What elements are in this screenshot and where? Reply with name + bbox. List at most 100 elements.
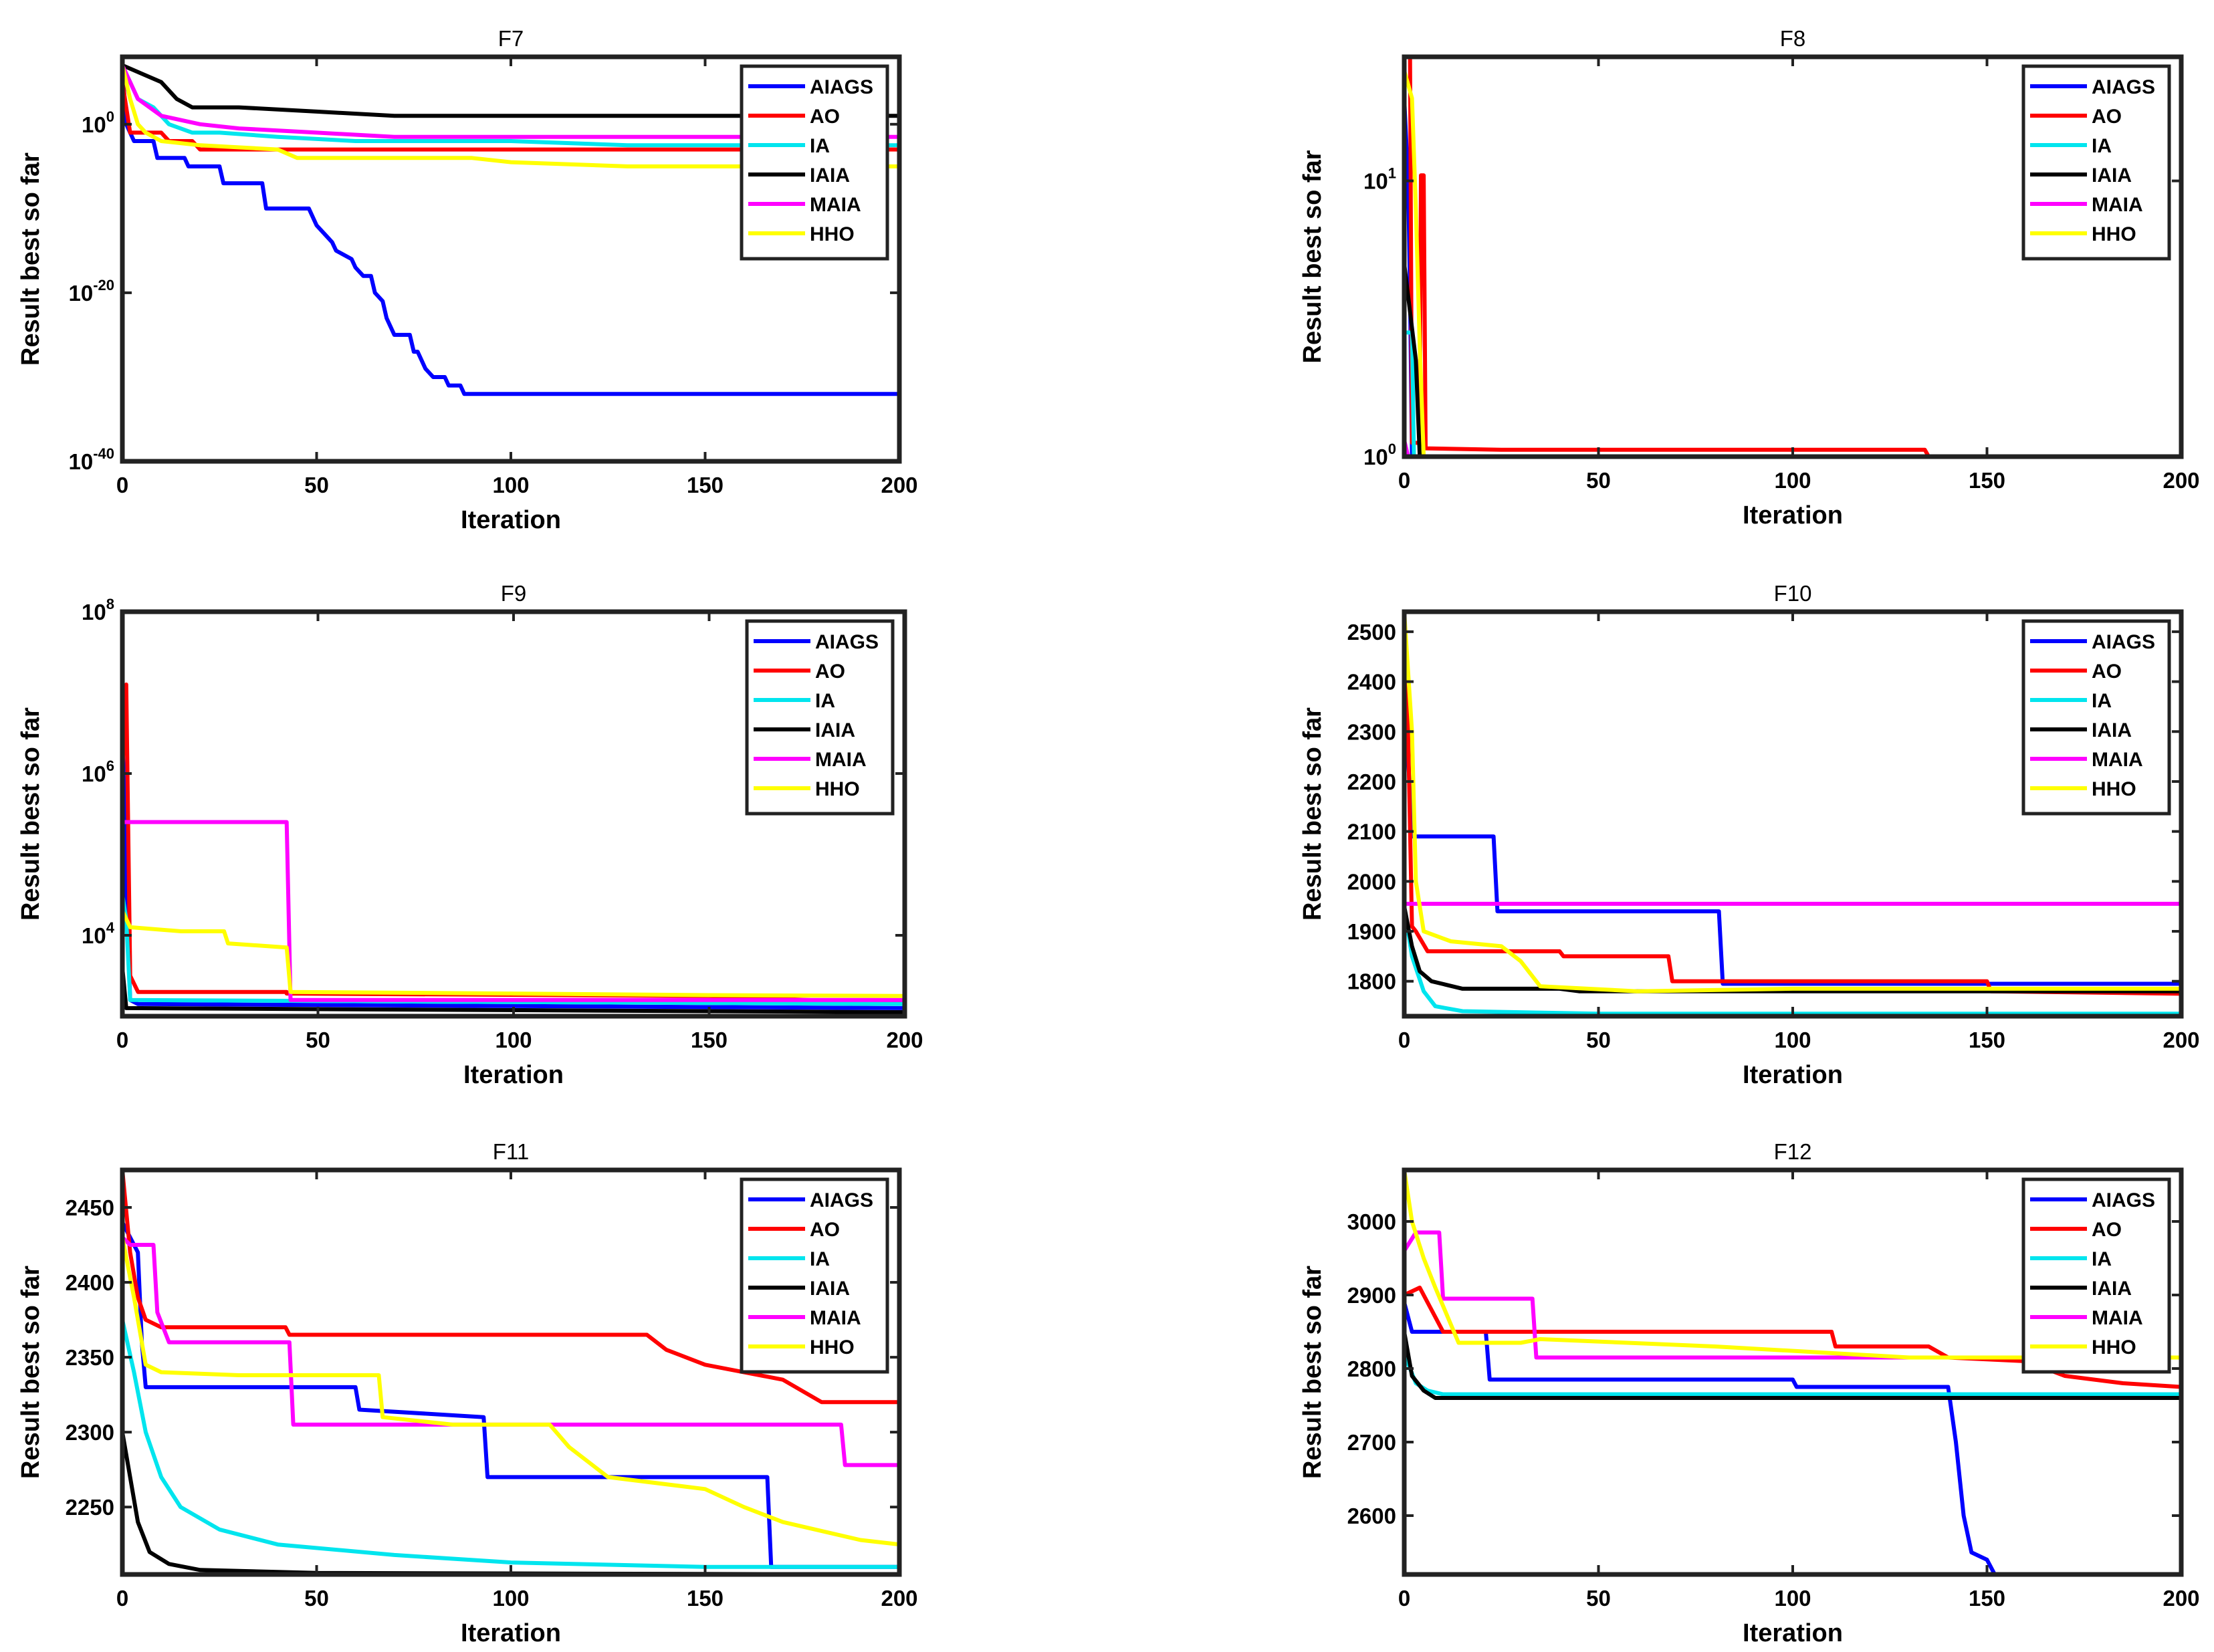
x-tick-label: 150 <box>691 1028 728 1052</box>
chart-panel-F11: 0 50 100 150 200 2450 2400 2350 2300 2250 F11 Itera… <box>17 1139 918 1647</box>
y-tick-label: 2300 <box>66 1420 114 1445</box>
series-line-iaia <box>122 63 899 118</box>
series-line-iaia <box>1404 906 2181 993</box>
y-axis-label: Result best so far <box>17 152 45 366</box>
legend-label-aiags: AIAGS <box>810 76 873 98</box>
legend-box <box>2021 619 2171 816</box>
legend-label-ao: AO <box>810 1219 840 1241</box>
x-tick-label: 100 <box>1774 1028 1811 1052</box>
series-line-ao <box>1404 1286 2181 1389</box>
legend-label-hho: HHO <box>2092 1336 2136 1359</box>
x-axis-label: Iteration <box>461 1619 561 1647</box>
x-tick-label: 100 <box>495 1028 532 1052</box>
chart-panel-F8: 0 50 100 150 200 101 100 F8 Iteration Result best… <box>1299 26 2200 529</box>
legend-label-ia: IA <box>2092 690 2112 712</box>
legend-box <box>745 619 895 816</box>
chart-panel-F7: 0 50 100 150 200 100 10-20 10-40 F7 Iteration Resu… <box>17 26 918 534</box>
legend-label-ia: IA <box>2092 135 2112 157</box>
x-tick-label: 0 <box>1398 1586 1410 1611</box>
legend-label-aiags: AIAGS <box>2092 631 2155 653</box>
x-tick-label: 100 <box>492 473 529 497</box>
y-tick-label: 2200 <box>1347 770 1396 794</box>
legend-label-iaia: IAIA <box>2092 164 2132 187</box>
x-tick-label: 150 <box>687 1586 724 1611</box>
series-line-ia <box>122 895 905 1006</box>
x-tick-label: 200 <box>881 473 917 497</box>
legend-label-iaia: IAIA <box>815 719 855 741</box>
y-tick-label: 2250 <box>66 1495 114 1520</box>
y-tick-label: 1800 <box>1347 969 1396 994</box>
series-line-hho <box>1404 612 2181 993</box>
series-line-hho <box>122 1237 899 1547</box>
legend-label-ia: IA <box>815 690 835 712</box>
y-tick-label: 100 <box>82 108 114 137</box>
x-tick-label: 100 <box>492 1586 529 1611</box>
y-tick-label: 2600 <box>1347 1504 1396 1528</box>
series-line-ao <box>122 1170 899 1405</box>
y-tick-label: 3000 <box>1347 1209 1396 1234</box>
x-tick-label: 0 <box>116 1028 128 1052</box>
legend-label-maia: MAIA <box>2092 749 2143 771</box>
y-tick-label: 2800 <box>1347 1356 1396 1381</box>
x-tick-label: 100 <box>1774 1586 1811 1611</box>
series-line-aiags <box>122 1221 899 1569</box>
x-axis-label: Iteration <box>463 1061 564 1089</box>
x-tick-label: 150 <box>687 473 724 497</box>
x-tick-label: 150 <box>1969 1586 2005 1611</box>
legend-label-aiags: AIAGS <box>2092 76 2155 98</box>
y-tick-label: 104 <box>82 919 115 948</box>
x-tick-label: 200 <box>2163 1586 2199 1611</box>
x-tick-label: 150 <box>1969 1028 2005 1052</box>
y-tick-label: 2500 <box>1347 620 1396 644</box>
x-axis-label: Iteration <box>461 506 561 534</box>
legend-label-iaia: IAIA <box>810 164 850 187</box>
y-tick-label: 2450 <box>66 1195 114 1220</box>
y-tick-label: 10-40 <box>68 445 114 474</box>
legend-box <box>740 64 889 261</box>
series-line-hho <box>1404 70 2181 457</box>
x-axis-label: Iteration <box>1743 1619 1843 1647</box>
legend-label-aiags: AIAGS <box>810 1189 873 1211</box>
x-tick-label: 0 <box>116 1586 128 1611</box>
y-tick-label: 2400 <box>1347 670 1396 695</box>
legend-label-hho: HHO <box>2092 778 2136 800</box>
legend-label-maia: MAIA <box>810 194 861 216</box>
x-tick-label: 200 <box>886 1028 923 1052</box>
y-axis-label: Result best so far <box>17 1266 45 1479</box>
x-tick-label: 200 <box>2163 1028 2199 1052</box>
chart-title: F12 <box>1774 1139 1812 1164</box>
series-line-ia <box>122 1319 899 1569</box>
series-line-hho <box>122 64 899 168</box>
chart-panel-F10: 0 50 100 150 200 2500 2400 2300 2200 2100 2000 1900… <box>1299 581 2200 1089</box>
legend-label-maia: MAIA <box>2092 194 2143 216</box>
x-tick-label: 0 <box>116 473 128 497</box>
series-line-ao <box>1404 631 2181 996</box>
y-tick-label: 2350 <box>66 1345 114 1370</box>
x-tick-label: 150 <box>1969 468 2005 493</box>
legend-label-aiags: AIAGS <box>2092 1189 2155 1211</box>
y-axis-label: Result best so far <box>17 707 45 921</box>
legend-label-ao: AO <box>815 661 845 683</box>
legend-label-ao: AO <box>810 106 840 128</box>
y-axis-label: Result best so far <box>1299 1266 1327 1479</box>
legend-label-ia: IA <box>2092 1248 2112 1270</box>
legend-label-aiags: AIAGS <box>815 631 879 653</box>
legend-label-ao: AO <box>2092 106 2122 128</box>
x-tick-label: 0 <box>1398 1028 1410 1052</box>
x-tick-label: 200 <box>2163 468 2199 493</box>
chart-title: F7 <box>498 26 524 51</box>
y-axis-label: Result best so far <box>1299 150 1327 363</box>
legend-label-hho: HHO <box>810 223 855 245</box>
x-tick-label: 50 <box>1586 468 1611 493</box>
series-line-hho <box>122 910 905 998</box>
legend-label-maia: MAIA <box>815 749 867 771</box>
legend-label-ao: AO <box>2092 1219 2122 1241</box>
x-tick-label: 50 <box>1586 1028 1611 1052</box>
legend-box <box>740 1177 889 1374</box>
series-line-aiags <box>122 65 899 396</box>
legend-label-maia: MAIA <box>2092 1307 2143 1329</box>
series-line-iaia <box>122 1431 899 1574</box>
series-line-maia <box>122 64 899 139</box>
series-line-iaia <box>1404 1331 2181 1400</box>
